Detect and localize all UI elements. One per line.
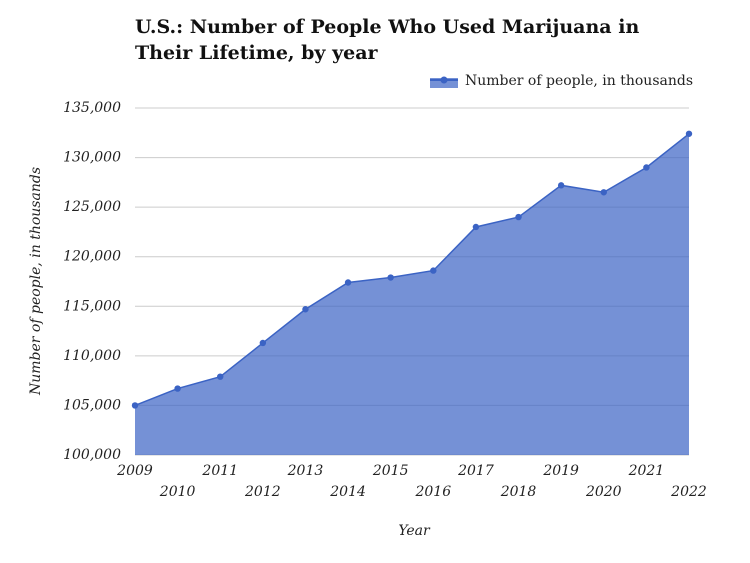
x-tick-label: 2020: [585, 484, 622, 500]
x-tick-label: 2017: [457, 463, 494, 479]
legend-marker: [440, 76, 448, 84]
x-tick-label: 2014: [329, 484, 366, 500]
point: [472, 223, 480, 231]
area: [135, 133, 689, 455]
point: [131, 402, 139, 409]
y-tick-label: 110,000: [63, 348, 121, 364]
chart-title: U.S.: Number of People Who Used Marijuan…: [135, 16, 640, 64]
point: [430, 267, 437, 274]
point: [302, 306, 309, 313]
legend-label: Number of people, in thousands: [465, 73, 693, 89]
line: [134, 133, 690, 407]
point: [259, 339, 267, 347]
x-tick-label: 2010: [159, 484, 196, 500]
x-axis-label: Year: [398, 523, 431, 539]
point: [515, 213, 522, 221]
x-tick-label: 2009: [116, 463, 153, 479]
y-tick-label: 105,000: [63, 397, 121, 413]
x-tick-label: 2018: [500, 484, 537, 500]
point: [685, 130, 693, 137]
point: [557, 182, 565, 189]
point: [344, 279, 352, 286]
x-tick-label: 2011: [201, 463, 238, 479]
x-tick-label: 2013: [287, 463, 324, 479]
y-tick-label: 135,000: [63, 100, 121, 116]
point: [643, 164, 650, 171]
point: [600, 189, 607, 196]
y-axis-label: Number of people, in thousands: [28, 167, 44, 396]
point: [174, 385, 181, 392]
y-tick-label: 115,000: [63, 298, 121, 314]
x-tick-label: 2021: [628, 463, 665, 479]
x-tick-label: 2012: [244, 484, 281, 500]
x-tick-label: 2016: [414, 484, 451, 500]
y-tick-label: 100,000: [63, 447, 121, 463]
y-tick-label: 130,000: [63, 150, 121, 166]
y-tick-label: 120,000: [63, 249, 121, 265]
point: [217, 373, 224, 380]
x-tick-label: 2015: [372, 463, 409, 479]
point: [387, 274, 394, 281]
x-tick-label: 2022: [670, 484, 707, 500]
y-tick-label: 125,000: [63, 199, 121, 215]
x-tick-label: 2019: [542, 463, 579, 479]
